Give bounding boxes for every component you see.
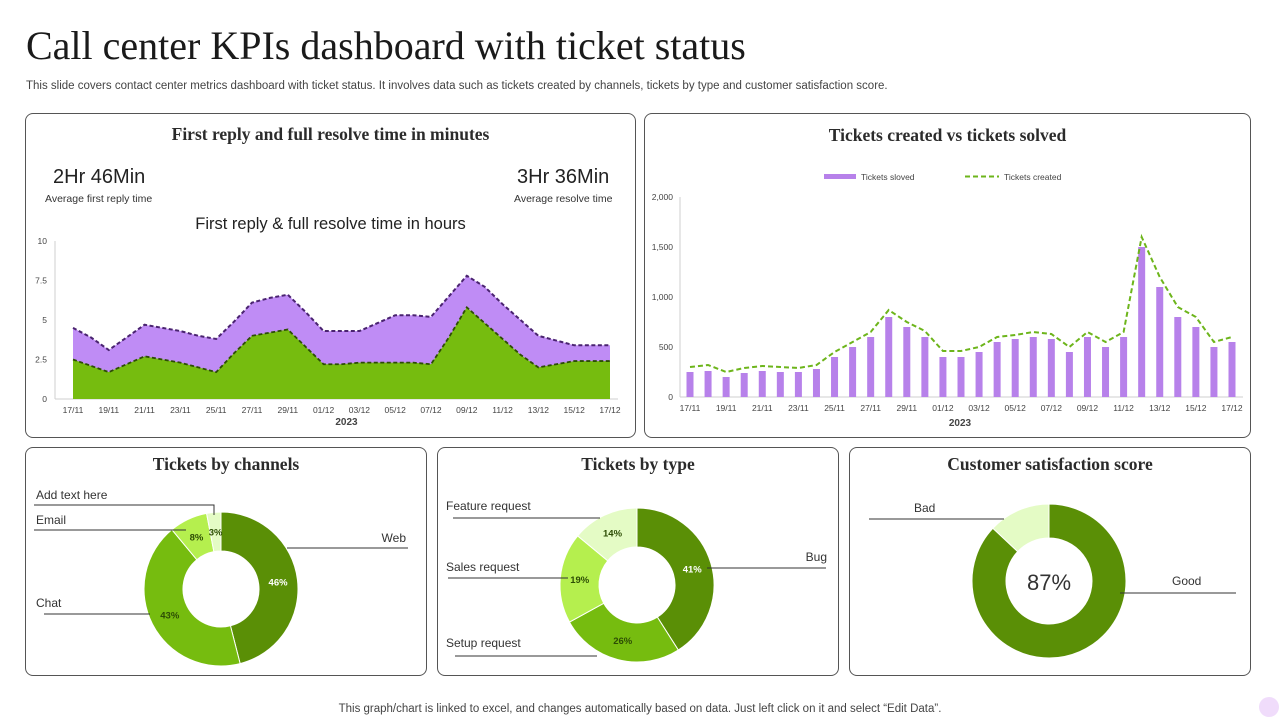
channels-panel-title: Tickets by channels — [152, 454, 300, 474]
tickets-panel-title: Tickets created vs tickets solved — [828, 125, 1067, 145]
first-reply-label: Average first reply time — [45, 193, 153, 205]
tickets-by-channels-panel[interactable]: Tickets by channels — [25, 447, 427, 676]
page-title: Call center KPIs dashboard with ticket s… — [26, 23, 746, 68]
footer-note: This graph/chart is linked to excel, and… — [338, 703, 942, 715]
customer-satisfaction-panel[interactable]: Customer satisfaction score — [849, 447, 1251, 676]
tickets-by-type-panel[interactable]: Tickets by type — [437, 447, 839, 676]
corner-decoration — [1259, 697, 1279, 717]
type-panel-title: Tickets by type — [581, 454, 695, 474]
first-reply-value: 2Hr 46Min — [53, 166, 146, 188]
page-subtitle: This slide covers contact center metrics… — [26, 80, 888, 92]
resolve-panel-title: First reply and full resolve time in min… — [171, 124, 490, 144]
csat-panel-title: Customer satisfaction score — [947, 454, 1153, 474]
resolve-time-value: 3Hr 36Min — [517, 166, 610, 188]
area-chart-title: First reply & full resolve time in hours — [195, 215, 466, 233]
resolve-time-label: Average resolve time — [514, 193, 613, 205]
tickets-created-solved-panel[interactable]: Tickets created vs tickets solved — [644, 113, 1251, 438]
resolve-time-panel[interactable]: First reply and full resolve time in min… — [25, 113, 636, 438]
